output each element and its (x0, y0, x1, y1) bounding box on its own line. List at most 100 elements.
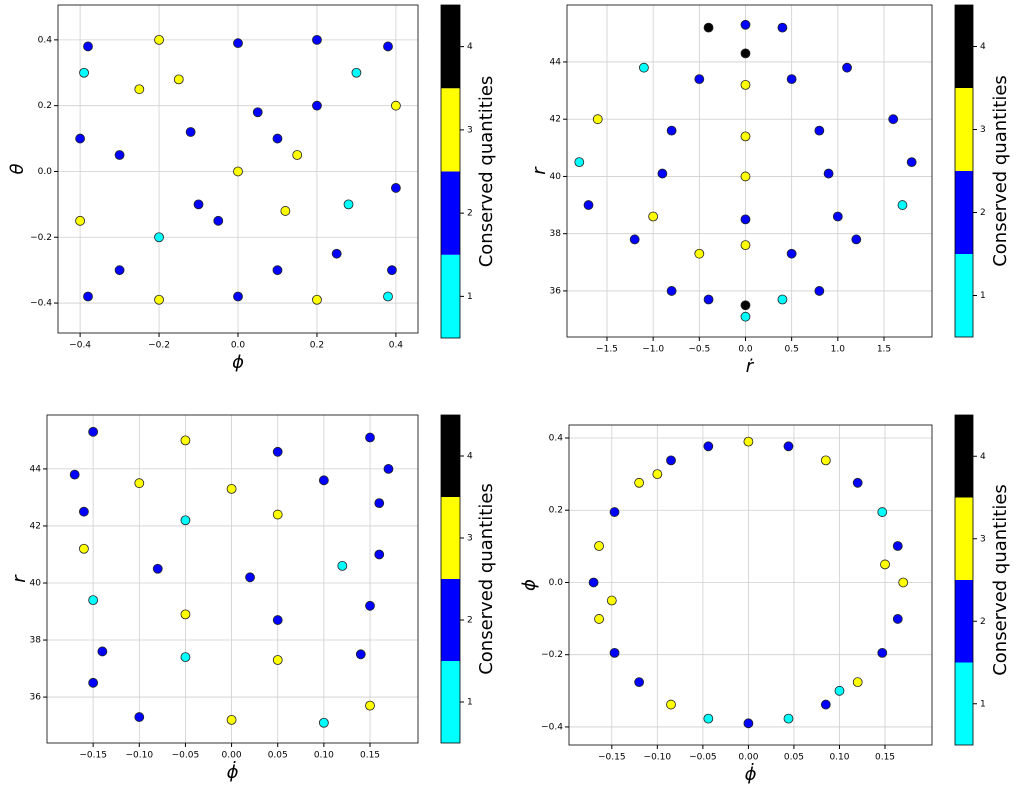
point (898, 577, 909, 588)
x-tick-label: −0.05 (689, 753, 717, 763)
colorbar-segment (955, 415, 973, 498)
point (877, 648, 888, 658)
y-tick-label: 0.0 (549, 578, 564, 588)
colorbar-segment (955, 88, 973, 171)
point (292, 150, 303, 160)
point (180, 652, 191, 663)
point (588, 577, 599, 588)
point (173, 74, 184, 85)
colorbar-label: Conserved quantities (990, 484, 1011, 676)
point (606, 595, 617, 606)
point (69, 469, 80, 480)
point (740, 214, 751, 225)
point (331, 248, 342, 259)
point (318, 475, 329, 486)
colorbar-frame (440, 4, 461, 339)
colorbar-label: Conserved quantities (990, 75, 1011, 267)
x-tick-label: 0.00 (738, 753, 758, 763)
point (594, 541, 604, 551)
y-tick-label: −0.4 (30, 299, 52, 309)
point (154, 34, 164, 45)
y-tick-label: 36 (550, 286, 562, 296)
point (634, 477, 645, 488)
point (193, 199, 204, 210)
colorbar-tick-label: 2 (467, 616, 473, 626)
x-tick-label: 1.5 (877, 345, 891, 355)
point (374, 549, 385, 560)
colorbar-tick-label: 1 (980, 699, 986, 709)
point (226, 714, 237, 725)
colorbar-segment (955, 5, 973, 88)
point (823, 168, 834, 179)
y-tick-label: 38 (550, 229, 562, 239)
point (88, 677, 99, 688)
point (892, 541, 903, 551)
point (383, 291, 393, 302)
colorbar-tick-label: 3 (467, 534, 473, 544)
point (639, 62, 649, 73)
point (213, 215, 224, 226)
point (390, 183, 401, 193)
x-tick-label: 0.10 (314, 751, 334, 761)
colorbar-segment (955, 171, 973, 254)
point (272, 615, 283, 625)
colorbar-tick-label: 3 (980, 125, 986, 135)
point (740, 48, 751, 59)
point (312, 34, 322, 45)
x-tick-label: −0.5 (688, 345, 710, 355)
point (245, 572, 255, 583)
point (252, 107, 263, 118)
point (852, 677, 863, 688)
colorbar-label: Conserved quantities (476, 76, 497, 268)
point (834, 685, 845, 696)
y-tick-label: −0.4 (541, 722, 563, 732)
x-tick-label: −0.10 (644, 753, 672, 763)
x-tick-label: −1.0 (642, 345, 664, 355)
colorbar-frame (954, 4, 974, 338)
point (634, 677, 645, 688)
point (740, 300, 751, 311)
point (88, 426, 99, 437)
colorbar-segment (441, 88, 460, 172)
point (777, 22, 788, 33)
point (740, 311, 751, 322)
x-tick-label: −0.2 (148, 341, 170, 351)
point (134, 712, 145, 722)
point (355, 649, 366, 660)
point (365, 600, 375, 611)
panel: −0.15 −0.10 −0.05 0.00 0.05 0.10 0.15363840424… (9, 414, 497, 783)
colorbar-segment (441, 254, 460, 338)
colorbar-tick-label: 4 (980, 452, 986, 462)
x-tick-label: −0.15 (598, 753, 626, 763)
colorbar-tick-label: 4 (980, 42, 986, 52)
colorbar-tick-label: 4 (467, 452, 473, 462)
point (272, 265, 283, 276)
point (842, 62, 852, 73)
point (743, 718, 754, 729)
x-axis-label: ϕ (232, 352, 244, 373)
colorbar-tick-label: 2 (980, 617, 986, 627)
point (666, 125, 677, 136)
point (814, 286, 825, 296)
panel: −0.15 −0.10 −0.05 0.00 0.05 0.10 0.15 −0.4 −0.2 0… (519, 414, 1011, 785)
point (79, 543, 89, 554)
point (365, 432, 375, 443)
point (652, 469, 663, 480)
axes-frame (566, 4, 933, 338)
point (280, 206, 291, 216)
colorbar-tick-label: 1 (467, 698, 473, 708)
point (666, 699, 676, 710)
point (154, 294, 164, 305)
point (75, 133, 86, 144)
colorbar-segment (441, 497, 460, 579)
y-tick-label: −0.2 (30, 233, 52, 243)
y-tick-label: 40 (550, 172, 562, 182)
y-axis-label: r (9, 574, 30, 583)
point (134, 84, 145, 95)
point (383, 41, 393, 52)
x-tick-label: −1.5 (596, 345, 618, 355)
x-tick-label: 0.15 (875, 753, 895, 763)
x-axis-label: ϕ̇ (227, 760, 239, 783)
point (740, 171, 751, 182)
point (783, 713, 794, 724)
